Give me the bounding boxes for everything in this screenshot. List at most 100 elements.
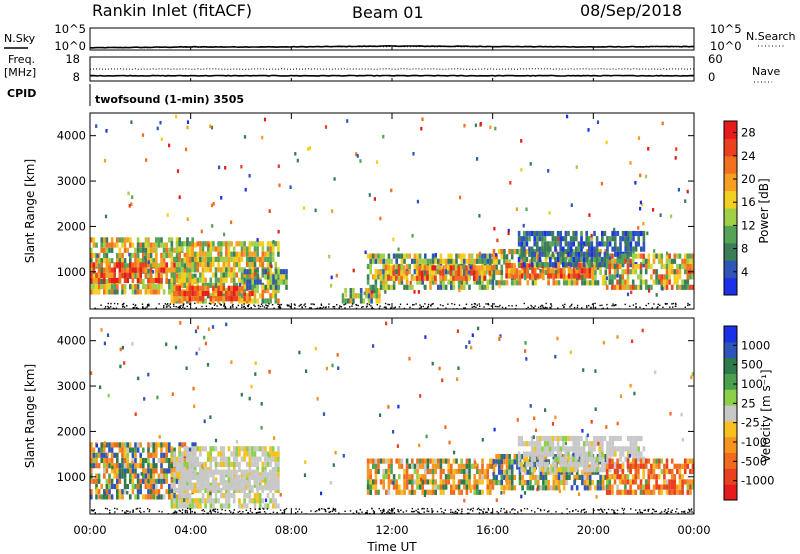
heatmap-cell	[585, 441, 588, 447]
ground-scatter-dot	[223, 305, 225, 307]
heatmap-cell	[225, 461, 228, 467]
heatmap-cell	[209, 267, 213, 273]
heatmap-cell	[214, 282, 218, 288]
heatmap-cell	[452, 265, 455, 271]
heatmap-cell	[180, 262, 184, 268]
heatmap-cell	[251, 290, 254, 297]
heatmap-cell	[605, 258, 609, 264]
heatmap-cell	[232, 272, 236, 278]
heatmap-cell	[193, 262, 197, 268]
ground-scatter-dot	[539, 305, 542, 307]
heatmap-cell	[251, 251, 254, 257]
heatmap-speck	[684, 199, 687, 203]
ground-scatter-dot	[550, 303, 552, 305]
heatmap-cell	[245, 251, 249, 257]
heatmap-cell	[269, 461, 272, 467]
heatmap-cell	[256, 267, 259, 273]
heatmap-cell	[157, 457, 161, 464]
heatmap-cell	[481, 253, 484, 259]
heatmap-cell	[543, 262, 547, 268]
heatmap-cell	[624, 246, 627, 252]
heatmap-cell	[660, 468, 664, 475]
ground-scatter-dot	[644, 509, 647, 511]
heatmap-cell	[657, 474, 661, 480]
ground-scatter-dot	[214, 303, 216, 305]
ground-scatter-dot	[430, 304, 432, 306]
heatmap-cell	[188, 272, 192, 278]
heatmap-cell	[554, 273, 558, 279]
heatmap-cell	[611, 458, 614, 464]
heatmap-cell	[162, 252, 166, 259]
ground-scatter-dot	[557, 307, 559, 309]
heatmap-cell	[590, 467, 594, 473]
heatmap-cell	[629, 479, 632, 485]
heatmap-cell	[178, 493, 181, 499]
ground-scatter-dot	[541, 304, 543, 307]
heatmap-cell	[585, 251, 588, 257]
heatmap-cell	[673, 463, 677, 469]
heatmap-cell	[418, 279, 422, 285]
heatmap-cell	[503, 485, 506, 491]
ground-scatter-dot	[478, 512, 481, 514]
heatmap-cell	[556, 441, 560, 447]
heatmap-cell	[534, 474, 537, 480]
heatmap-speck	[457, 469, 461, 473]
heatmap-cell	[264, 461, 267, 467]
heatmap-cell	[670, 489, 674, 495]
heatmap-cell	[366, 484, 370, 490]
heatmap-cell	[400, 258, 404, 264]
heatmap-speck	[392, 481, 395, 485]
heatmap-cell	[691, 468, 694, 475]
heatmap-cell	[152, 478, 155, 484]
heatmap-speck	[416, 199, 419, 204]
ground-scatter-dot	[250, 307, 252, 309]
heatmap-cell	[608, 269, 612, 275]
heatmap-cell	[235, 474, 238, 480]
heatmap-cell	[105, 258, 109, 264]
heatmap-cell	[274, 241, 278, 247]
heatmap-cell	[639, 489, 643, 495]
heatmap-cell	[271, 469, 275, 475]
heatmap-speck	[330, 275, 333, 280]
cpid-label: CPID	[7, 87, 36, 100]
ground-scatter-dot	[175, 306, 177, 308]
heatmap-cell	[219, 480, 223, 486]
heatmap-cell	[603, 435, 607, 442]
heatmap-cell	[379, 275, 382, 281]
heatmap-cell	[542, 480, 545, 486]
heatmap-cell	[595, 236, 599, 242]
ground-scatter-dot	[219, 303, 221, 305]
heatmap-cell	[462, 275, 466, 281]
heatmap-speck	[345, 293, 348, 298]
ground-scatter-dot	[148, 303, 150, 306]
heatmap-cell	[518, 280, 522, 286]
heatmap-cell	[253, 451, 257, 457]
date-title: 08/Sep/2018	[580, 1, 682, 20]
heatmap-cell	[606, 236, 609, 242]
heatmap-cell	[556, 467, 560, 473]
heatmap-cell	[500, 459, 504, 465]
heatmap-cell	[165, 447, 168, 453]
heatmap-cell	[191, 242, 194, 248]
heatmap-cell	[626, 463, 630, 469]
heatmap-cell	[665, 258, 669, 264]
heatmap-cell	[160, 483, 163, 490]
heatmap-cell	[590, 262, 594, 268]
heatmap-cell	[121, 272, 124, 278]
heatmap-cell	[552, 485, 556, 491]
heatmap-cell	[455, 484, 458, 490]
heatmap-cell	[180, 469, 184, 475]
heatmap-cell	[274, 461, 278, 467]
heatmap-cell	[581, 469, 584, 475]
heatmap-cell	[248, 498, 252, 504]
heatmap-speck	[359, 159, 362, 163]
ground-scatter-dot	[289, 305, 291, 308]
heatmap-cell	[366, 274, 370, 280]
heatmap-cell	[121, 468, 124, 474]
colorbar-swatch	[724, 190, 737, 209]
heatmap-speck	[387, 405, 390, 409]
heatmap-cell	[601, 262, 604, 268]
ground-scatter-dot	[419, 304, 421, 306]
noise-right-tick: 10^5	[710, 22, 742, 36]
